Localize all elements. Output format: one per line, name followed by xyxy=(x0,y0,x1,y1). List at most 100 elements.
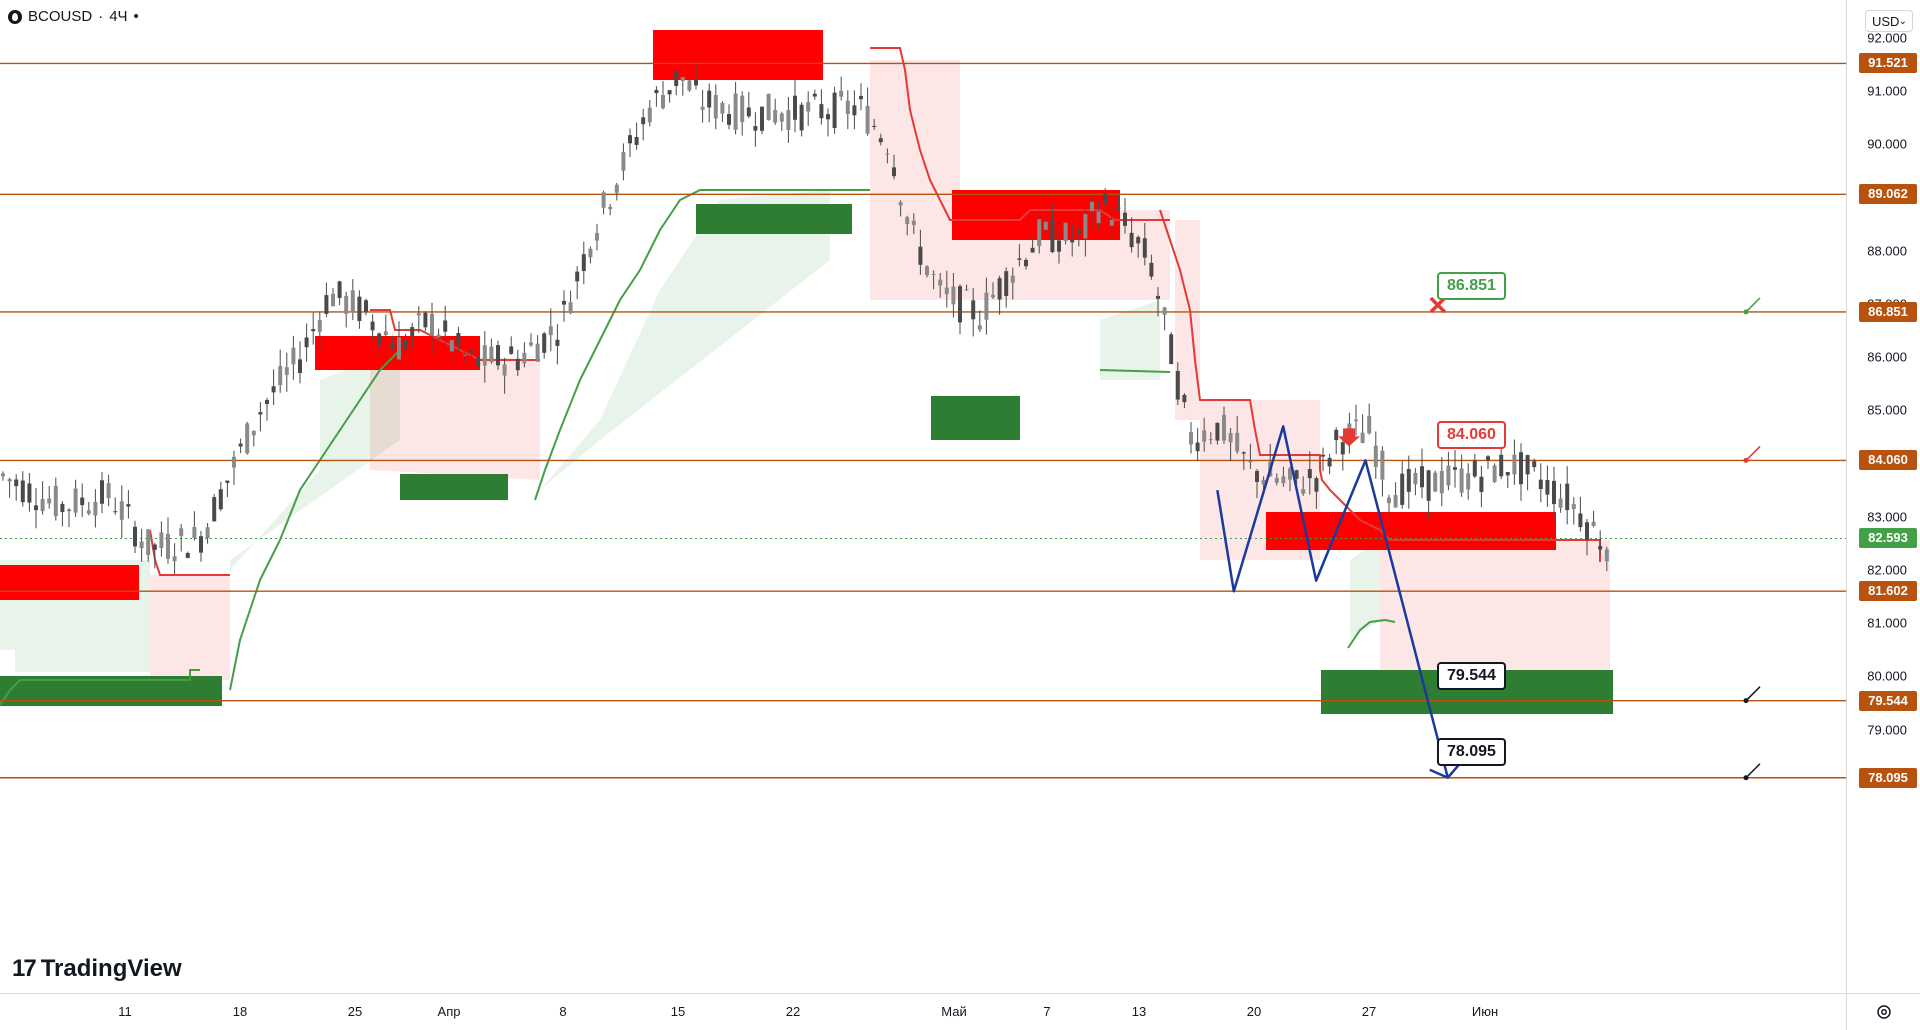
candle-body xyxy=(218,489,223,510)
time-tick-label: 8 xyxy=(559,1004,567,1019)
candle-body xyxy=(133,526,137,547)
candle-body xyxy=(67,509,71,511)
candle-body xyxy=(1083,214,1088,239)
candle-body xyxy=(1037,219,1042,246)
candle-body xyxy=(370,321,375,331)
settings-gear-icon[interactable] xyxy=(1874,1002,1894,1022)
candle-body xyxy=(1241,452,1246,454)
callout-84060[interactable]: 84.060 xyxy=(1437,421,1506,449)
candle-body xyxy=(1103,193,1108,205)
candle-body xyxy=(476,357,481,366)
candle-body xyxy=(1202,430,1207,442)
tradingview-wordmark: TradingView xyxy=(40,955,182,982)
price-level-tag[interactable]: 81.602 xyxy=(1859,581,1917,602)
candle-body xyxy=(1598,546,1603,550)
price-level-tag[interactable]: 86.851 xyxy=(1859,301,1917,322)
price-tick-label: 88.000 xyxy=(1867,243,1907,259)
candle-body xyxy=(60,503,65,512)
candle-body xyxy=(166,533,170,559)
candle-body xyxy=(859,95,863,100)
candle-body xyxy=(601,192,606,208)
price-level-tag[interactable]: 89.062 xyxy=(1859,184,1917,205)
tradingview-logo[interactable]: 17 TradingView xyxy=(12,955,182,983)
candle-body xyxy=(760,106,764,131)
symbol-header[interactable]: BCOUSD · 4Ч • xyxy=(8,8,139,25)
callout-connector xyxy=(1745,763,1761,779)
price-level-tag[interactable]: 82.593 xyxy=(1859,528,1917,549)
price-chart[interactable] xyxy=(0,0,1846,993)
candle-body xyxy=(1532,461,1537,468)
candle-body xyxy=(984,292,989,320)
price-level-tag[interactable]: 84.060 xyxy=(1859,450,1917,471)
candle-body xyxy=(311,329,316,332)
candle-body xyxy=(799,104,804,131)
price-tick-label: 79.000 xyxy=(1867,722,1907,738)
candle-body xyxy=(839,90,844,97)
candle-body xyxy=(529,342,533,346)
price-level-tag[interactable]: 91.521 xyxy=(1859,53,1917,74)
candle-body xyxy=(925,266,929,276)
candle-body xyxy=(1558,498,1563,508)
candle-body xyxy=(1321,454,1325,457)
candle-body xyxy=(251,430,256,436)
price-axis[interactable]: USD ⌄ 92.00091.00090.00088.00087.00086.0… xyxy=(1846,0,1920,993)
candle-body xyxy=(905,217,910,225)
currency-selector[interactable]: USD ⌄ xyxy=(1865,10,1913,32)
candle-body xyxy=(298,359,302,374)
candle-body xyxy=(938,279,943,286)
candle-body xyxy=(304,337,309,348)
candle-body xyxy=(944,287,949,295)
candle-body xyxy=(80,497,85,506)
bullish-trail-fill xyxy=(540,190,830,490)
callout-86851[interactable]: 86.851 xyxy=(1437,272,1506,300)
candle-body xyxy=(86,510,91,514)
time-tick-label: Апр xyxy=(437,1004,461,1019)
candle-body xyxy=(1063,222,1068,241)
symbol-name: BCOUSD xyxy=(28,8,93,25)
candle-body xyxy=(1136,237,1141,244)
candle-body xyxy=(502,364,507,376)
time-axis[interactable]: 11 18 25 Апр 8 15 22 Май 7 13 20 27 Июн xyxy=(0,993,1846,1030)
chart-area[interactable]: BCOUSD · 4Ч • 17 TradingView 86.851 84.0… xyxy=(0,0,1846,993)
price-level-tag[interactable]: 79.544 xyxy=(1859,690,1917,711)
candle-body xyxy=(509,346,514,354)
callout-78095[interactable]: 78.095 xyxy=(1437,738,1506,766)
candle-body xyxy=(746,107,751,117)
candle-body xyxy=(1215,422,1220,441)
candle-body xyxy=(1076,228,1081,233)
candle-body xyxy=(1413,472,1418,485)
candle-body xyxy=(1387,497,1391,504)
candle-body xyxy=(159,532,164,548)
candle-body xyxy=(1050,218,1055,253)
price-level-tag[interactable]: 78.095 xyxy=(1859,767,1917,788)
candle-body xyxy=(225,480,230,483)
candle-body xyxy=(1406,469,1411,492)
candle-body xyxy=(581,254,586,272)
price-tick-label: 80.000 xyxy=(1867,668,1907,684)
candle-body xyxy=(885,153,890,155)
candle-body xyxy=(53,485,58,517)
bearish-trail-fill xyxy=(1380,540,1610,670)
candle-body xyxy=(977,325,982,330)
callout-79544[interactable]: 79.544 xyxy=(1437,662,1506,690)
short-arrow-icon xyxy=(1338,428,1361,447)
candle-body xyxy=(449,339,454,352)
stop-cross-icon xyxy=(1429,296,1447,314)
candle-body xyxy=(1340,442,1345,455)
candle-body xyxy=(1255,470,1259,483)
candle-body xyxy=(179,528,184,537)
candle-body xyxy=(1525,455,1530,475)
axis-corner[interactable] xyxy=(1846,993,1920,1030)
time-tick-label: Июн xyxy=(1471,1004,1499,1019)
candle-body xyxy=(1116,207,1121,209)
candle-body xyxy=(443,320,448,332)
candle-body xyxy=(766,93,771,121)
candle-body xyxy=(278,366,283,386)
candle-body xyxy=(595,233,599,241)
price-tick-label: 92.000 xyxy=(1867,30,1907,46)
candle-body xyxy=(1512,454,1517,475)
candle-body xyxy=(661,95,665,109)
candle-body xyxy=(482,345,487,366)
time-tick-label: 18 xyxy=(232,1004,248,1019)
candle-body xyxy=(931,273,936,275)
